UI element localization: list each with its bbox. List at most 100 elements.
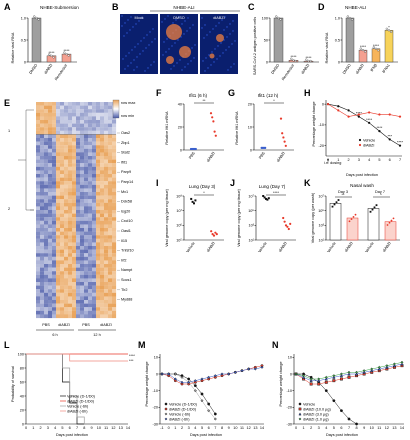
- panel-n-legend-label: diABZI (3.0 µg): [303, 412, 329, 416]
- panel-b-nucleus: [232, 30, 234, 32]
- heatmap-cell: [88, 238, 93, 243]
- heatmap-cell: [88, 228, 93, 232]
- heatmap-cell: [44, 253, 49, 257]
- heatmap-cell: [84, 116, 89, 121]
- heatmap-cell: [56, 170, 61, 175]
- panel-d-ytick-label: 0: [338, 60, 340, 64]
- heatmap-cell: [56, 145, 61, 149]
- heatmap-cell: [100, 246, 105, 250]
- panel-h-sig: ****: [376, 126, 382, 130]
- heatmap-cell: [68, 235, 73, 239]
- heatmap-cell: [44, 195, 49, 200]
- heatmap-cell: [108, 199, 113, 203]
- heatmap-cell: [64, 210, 69, 214]
- heatmap-cell: [108, 314, 113, 319]
- heatmap-cell: [76, 253, 81, 257]
- heatmap-cell: [72, 249, 77, 254]
- heatmap-cell: [100, 285, 105, 290]
- heatmap-cell: [44, 184, 49, 189]
- heatmap-cell: [48, 282, 53, 286]
- heatmap-cell: [104, 174, 109, 178]
- panel-l: L Probability of survival Days post infe…: [4, 340, 135, 437]
- heatmap-cell: [104, 134, 109, 139]
- heatmap-cell: [48, 174, 53, 178]
- heatmap-time-12h: 12 h: [93, 333, 100, 337]
- panel-i-point: [210, 230, 213, 233]
- heatmap-time-6h: 6 h: [52, 333, 57, 337]
- heatmap-cell: [100, 109, 105, 113]
- heatmap-cell: [48, 246, 53, 250]
- panel-m-point: [187, 380, 191, 384]
- heatmap-cell: [104, 112, 109, 117]
- panel-m-legend-marker: [164, 407, 168, 411]
- heatmap-cell: [68, 224, 73, 229]
- panel-g-xtick-label: PBS: [258, 151, 266, 160]
- heatmap-cell: [72, 102, 77, 106]
- heatmap-cell: [52, 199, 57, 203]
- heatmap-cell: [60, 170, 65, 175]
- panel-l-xtick-label: 6: [69, 426, 71, 430]
- panel-m-point: [213, 374, 217, 378]
- panel-h-point: [378, 130, 381, 133]
- heatmap-cell: [68, 307, 73, 311]
- heatmap-cell: [48, 220, 53, 225]
- heatmap-cell: [104, 127, 109, 131]
- heatmap-cell: [108, 188, 113, 193]
- heatmap-cell: [84, 228, 89, 232]
- heatmap-cell: [52, 274, 57, 279]
- panel-k-xtick-label: diABZI: [344, 241, 354, 253]
- heatmap-cell: [80, 300, 85, 304]
- heatmap-cell: [104, 289, 109, 293]
- heatmap-cell: [92, 181, 97, 185]
- heatmap-cell: [40, 116, 45, 121]
- heatmap-cell: [80, 256, 85, 261]
- panel-m-point: [173, 377, 177, 381]
- panel-m-point: [180, 375, 184, 379]
- heatmap-cell: [92, 156, 97, 160]
- heatmap-cell: [44, 264, 49, 268]
- heatmap-cell: [80, 271, 85, 275]
- panel-letter-e: E: [4, 98, 10, 108]
- panel-g-ytick-label: 10: [248, 125, 252, 129]
- panel-h-xtick-label: 2: [348, 158, 350, 162]
- heatmap-cell: [104, 159, 109, 164]
- heatmap-cell: [44, 310, 49, 315]
- heatmap-cell: [44, 217, 49, 221]
- heatmap-cell: [44, 242, 49, 247]
- heatmap-cell: [52, 148, 57, 153]
- heatmap-cell: [44, 206, 49, 211]
- heatmap-cell: [100, 148, 105, 153]
- panel-h-legend-marker: [358, 143, 362, 147]
- heatmap-cell: [76, 260, 81, 265]
- heatmap-cell: [68, 253, 73, 257]
- heatmap-cell: [36, 145, 41, 149]
- panel-c-point: [290, 57, 293, 60]
- heatmap-cell: [80, 206, 85, 211]
- heatmap-cell: [100, 314, 105, 319]
- heatmap-cell: [36, 210, 41, 214]
- panel-b-nucleus: [134, 46, 136, 48]
- heatmap-cell: [112, 184, 117, 189]
- panel-b-nucleus: [219, 55, 221, 57]
- heatmap-cell: [76, 170, 81, 175]
- panel-l-sig: ***: [129, 359, 134, 363]
- heatmap-cell: [96, 163, 101, 167]
- panel-b-nucleus: [222, 52, 224, 54]
- heatmap-cell: [64, 170, 69, 175]
- heatmap-cell: [60, 264, 65, 268]
- heatmap-cell: [56, 127, 61, 131]
- heatmap-cell: [52, 166, 57, 171]
- heatmap-cell: [44, 145, 49, 149]
- heatmap-cell: [100, 170, 105, 175]
- panel-g-xtick-label: diABZI: [276, 151, 286, 163]
- heatmap-cell: [96, 220, 101, 225]
- heatmap-cell: [64, 256, 69, 261]
- heatmap-cell: [92, 174, 97, 178]
- panel-i-xtick-label: Vehicle: [186, 241, 196, 253]
- heatmap-cell: [92, 192, 97, 196]
- heatmap-cell: [92, 213, 97, 218]
- heatmap-cell: [80, 105, 85, 110]
- panel-l-xtick-label: 11: [104, 426, 108, 430]
